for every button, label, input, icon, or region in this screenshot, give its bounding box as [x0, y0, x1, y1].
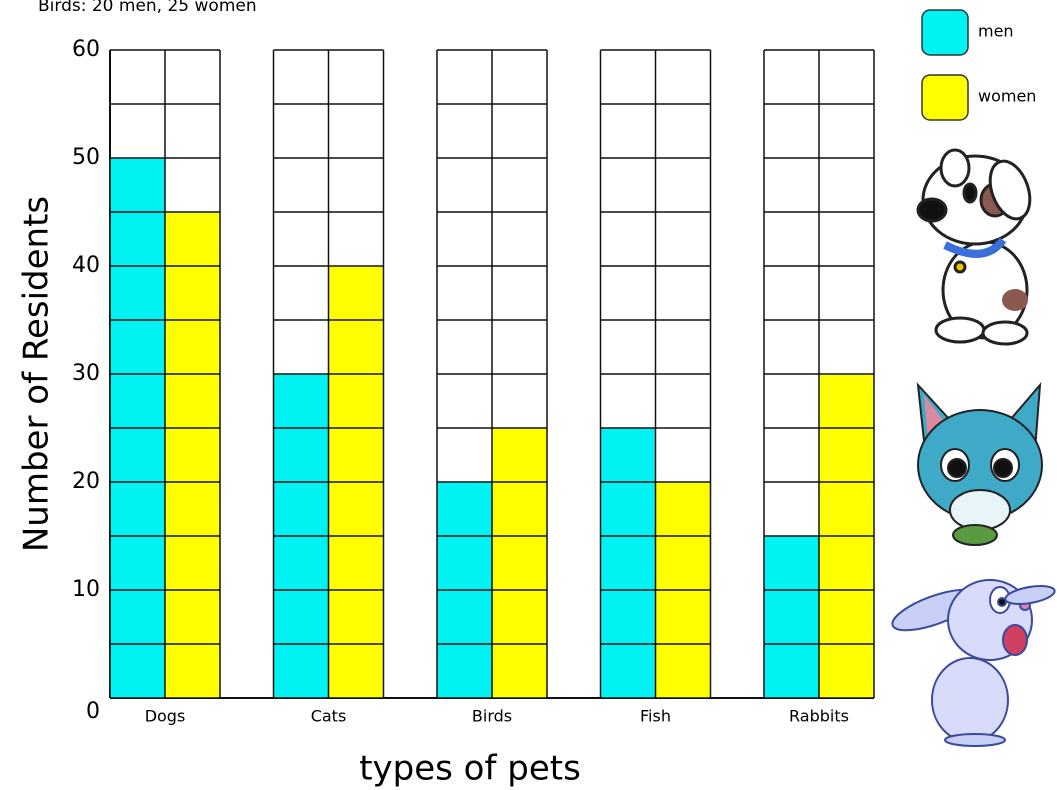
annotation: Birds: 20 men, 25 women: [38, 0, 257, 16]
legend-label: women: [978, 87, 1036, 106]
x-tick-label: Birds: [472, 707, 512, 726]
cat-illustration: [916, 382, 1043, 546]
rabbit-illustration: [891, 579, 1056, 747]
dog-illustration: [916, 148, 1032, 346]
x-tick-label: Fish: [640, 707, 671, 726]
y-tick-label: 50: [72, 145, 100, 170]
bar: [764, 536, 819, 698]
legend-swatch: [921, 9, 969, 56]
legend-swatch: [921, 74, 969, 121]
y-tick-label: 0: [86, 699, 100, 724]
bar: [492, 428, 547, 698]
y-tick-label: 20: [72, 469, 100, 494]
x-axis-label: types of pets: [359, 749, 581, 789]
y-tick-label: 60: [72, 37, 100, 62]
bar: [600, 428, 656, 698]
y-tick-label: 30: [72, 361, 100, 386]
x-tick-label: Dogs: [145, 707, 186, 726]
x-tick-label: Rabbits: [789, 707, 849, 726]
y-axis-label: Number of Residents: [17, 196, 57, 552]
y-tick-label: 40: [72, 253, 100, 278]
y-tick-label: 10: [72, 577, 100, 602]
x-tick-label: Cats: [311, 707, 347, 726]
legend-label: men: [978, 22, 1014, 41]
bar: [165, 212, 220, 698]
